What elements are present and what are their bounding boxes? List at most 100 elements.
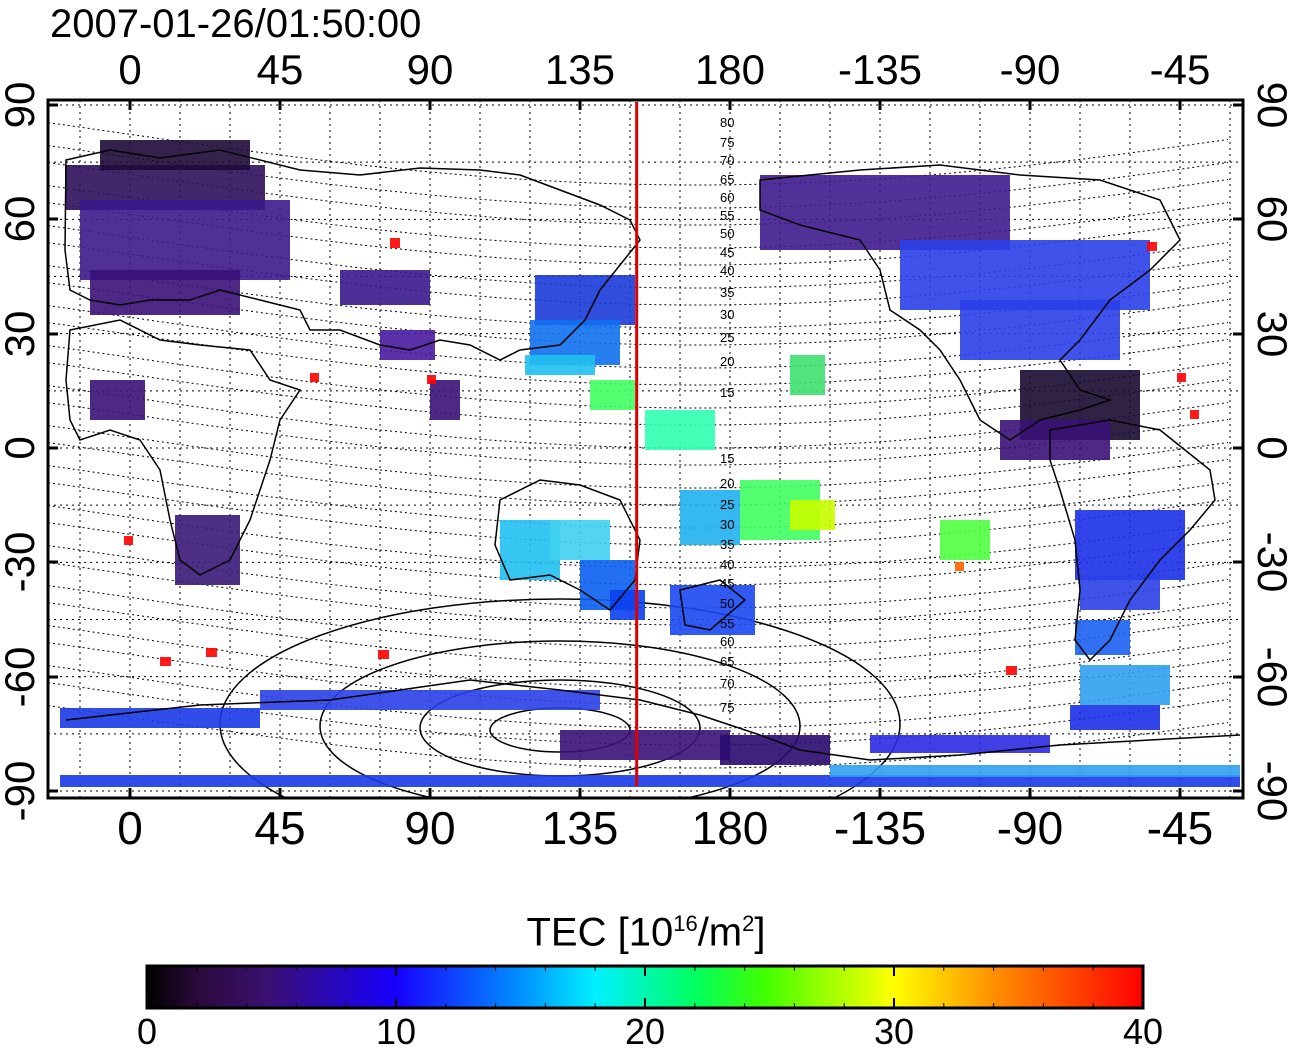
- tec-cell: [870, 735, 1050, 753]
- contour-label: 15: [720, 385, 734, 400]
- x-axis-bottom: 0 45 90 135 180 -135 -90 -45: [117, 788, 1213, 854]
- tec-cell: [610, 590, 645, 620]
- tec-cell: [430, 380, 460, 420]
- colorbar-tick-label: 20: [624, 1011, 666, 1052]
- x-tick-label-top: -135: [838, 46, 922, 93]
- x-tick-label-bottom: 0: [117, 802, 143, 854]
- contour-label: 70: [720, 676, 734, 691]
- tec-cell: [1080, 575, 1160, 610]
- tec-cell: [390, 238, 400, 248]
- x-tick-label-top: 90: [407, 46, 454, 93]
- timestamp-title: 2007-01-26/01:50:00: [50, 2, 422, 46]
- tec-cell: [830, 765, 1240, 777]
- coastline: [1049, 419, 1216, 662]
- colorbar-tick-label: 10: [375, 1011, 417, 1052]
- tec-cell: [535, 275, 635, 325]
- coastline: [759, 164, 1181, 441]
- y-tick-label-right: -60: [1249, 647, 1292, 708]
- tec-cell: [1000, 420, 1110, 460]
- tec-cell: [680, 490, 740, 545]
- contour-label: 30: [720, 307, 734, 322]
- tec-cell: [206, 648, 217, 657]
- tec-cell: [60, 708, 260, 728]
- tec-cell: [960, 300, 1120, 360]
- contour-label: 20: [720, 476, 734, 491]
- tec-cell: [427, 375, 436, 384]
- contour-label: 25: [720, 330, 734, 345]
- contour-label: 60: [720, 634, 734, 649]
- tec-cell: [550, 520, 610, 560]
- tec-cell: [100, 140, 250, 170]
- x-tick-label-bottom: -90: [997, 802, 1063, 854]
- x-tick-label-top: 135: [545, 46, 615, 93]
- tec-cell: [90, 270, 240, 315]
- y-tick-label-left: 30: [0, 311, 43, 358]
- y-tick-label-left: -30: [0, 532, 43, 593]
- tec-cell: [525, 355, 595, 375]
- x-tick-label-top: -90: [1000, 46, 1061, 93]
- tec-observations: [60, 140, 1240, 787]
- y-tick-label-right: 60: [1249, 196, 1292, 243]
- tec-cell: [175, 515, 240, 585]
- x-tick-label-bottom: -45: [1147, 802, 1213, 854]
- tec-cell: [378, 650, 389, 659]
- y-tick-label-left: -90: [0, 761, 43, 822]
- contour-label: 50: [720, 226, 734, 241]
- y-tick-label-right: 0: [1249, 436, 1292, 459]
- tec-cell: [790, 500, 835, 530]
- contour-label: 65: [720, 654, 734, 669]
- y-axis-left: 90 60 30 0 -30 -60 -90: [0, 82, 58, 822]
- tec-cell: [260, 690, 600, 710]
- colorbar-tick-label: 40: [1122, 1011, 1164, 1052]
- colorbar-tick-label: 0: [136, 1011, 158, 1052]
- contour-label: 50: [720, 596, 734, 611]
- tec-cell: [900, 240, 1150, 310]
- tec-cell: [560, 730, 730, 760]
- coastline: [65, 319, 302, 576]
- colorbar-tick-label: 30: [873, 1011, 915, 1052]
- x-tick-label-bottom: 45: [254, 802, 305, 854]
- tec-cell: [1070, 705, 1160, 730]
- x-tick-label-top: 45: [257, 46, 304, 93]
- tec-cell: [310, 373, 319, 382]
- contour-label: 75: [720, 700, 734, 715]
- contour-label: 80: [720, 115, 734, 130]
- tec-cell: [1075, 510, 1185, 580]
- tec-cell: [1080, 665, 1170, 705]
- y-tick-label-left: -60: [0, 647, 43, 708]
- x-tick-label-top: 180: [695, 46, 765, 93]
- tec-cell: [80, 200, 290, 280]
- x-tick-label-bottom: 135: [542, 802, 619, 854]
- contour-label: 70: [720, 153, 734, 168]
- contour-label: 55: [720, 208, 734, 223]
- contour-label: 65: [720, 172, 734, 187]
- tec-cell: [160, 657, 171, 666]
- tec-cell: [124, 536, 133, 545]
- tec-cell: [790, 355, 825, 395]
- y-axis-right: 90 60 30 0 -30 -60 -90: [1233, 82, 1292, 821]
- coastline: [65, 679, 1241, 761]
- tec-cell: [1190, 410, 1199, 419]
- contour-label: 35: [720, 537, 734, 552]
- contour-label: 40: [720, 263, 734, 278]
- tec-cell: [60, 775, 1240, 787]
- tec-cell: [940, 520, 990, 560]
- colorbar-title: TEC [1016/m2]: [526, 910, 766, 955]
- tec-cell: [1147, 242, 1157, 251]
- x-tick-label-top: -45: [1150, 46, 1211, 93]
- tec-cell: [720, 735, 830, 765]
- contour-label: 55: [720, 616, 734, 631]
- tec-cell: [670, 585, 755, 635]
- y-tick-label-left: 0: [0, 436, 43, 459]
- tec-cell: [760, 175, 1010, 250]
- tec-cell: [90, 380, 145, 420]
- y-tick-label-right: -30: [1249, 532, 1292, 593]
- contour-label: 30: [720, 517, 734, 532]
- tec-cell: [590, 380, 635, 410]
- contour-label: 45: [720, 245, 734, 260]
- contour-label: 75: [720, 135, 734, 150]
- y-tick-label-right: 30: [1249, 311, 1292, 358]
- contour-label: 15: [720, 451, 734, 466]
- y-tick-label-right: 90: [1249, 82, 1292, 129]
